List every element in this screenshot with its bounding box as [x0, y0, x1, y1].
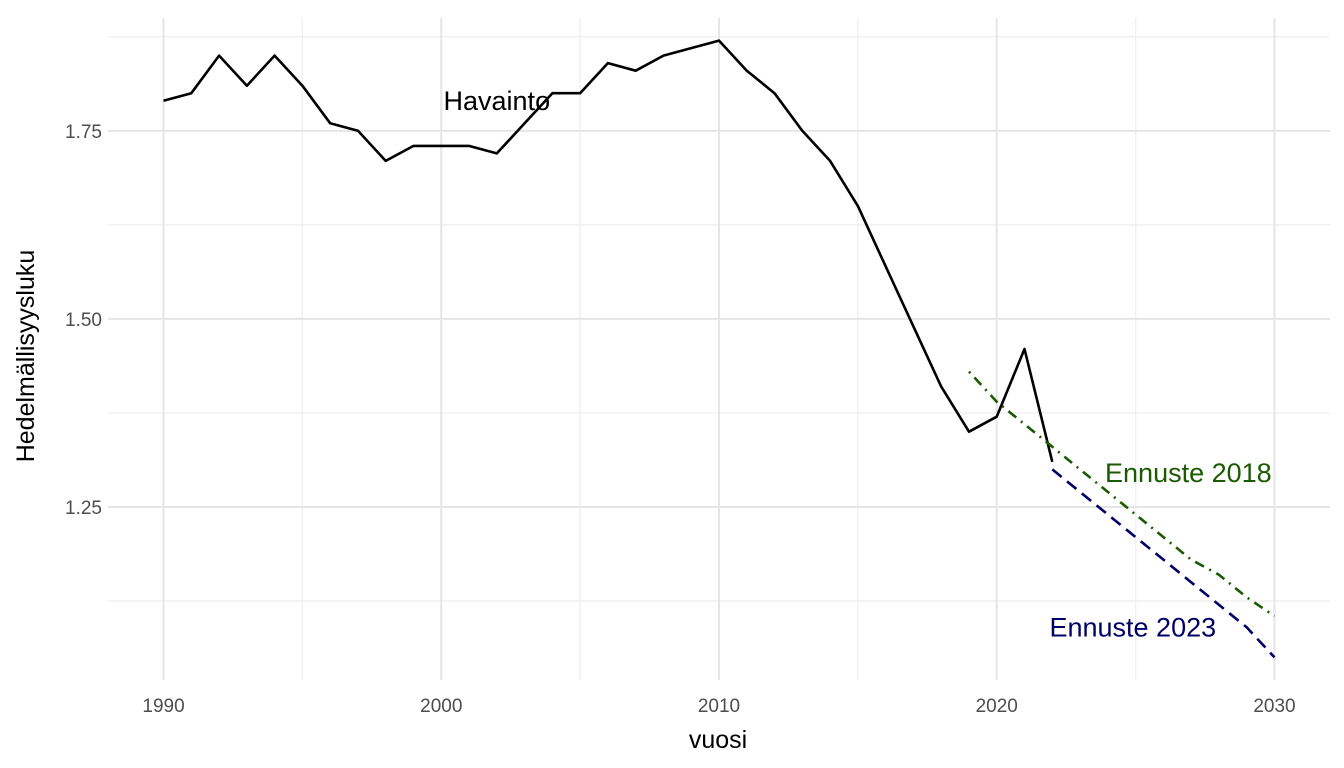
x-tick-label: 2000 — [420, 696, 462, 717]
x-tick-label: 2030 — [1253, 696, 1295, 717]
series-label: Havainto — [444, 86, 551, 116]
series-line-ennuste-2018 — [968, 370, 1276, 618]
x-axis-title: vuosi — [689, 726, 747, 754]
series-line-havainto — [163, 39, 1054, 463]
series-label: Ennuste 2018 — [1105, 458, 1272, 488]
y-tick-label: 1.75 — [65, 122, 102, 143]
series-label: Ennuste 2023 — [1049, 612, 1216, 642]
y-axis-title: Hedelmällisyysluku — [12, 250, 40, 463]
x-tick-label: 2010 — [698, 696, 740, 717]
x-tick-label: 2020 — [976, 696, 1018, 717]
y-tick-label: 1.50 — [65, 310, 102, 331]
y-tick-label: 1.25 — [65, 498, 102, 519]
series-layer — [163, 39, 1276, 659]
axes: 1990 2000 2010 2020 2030 1.25 1.50 1.75 — [65, 122, 1296, 717]
series-labels: Havainto Ennuste 2018 Ennuste 2023 — [444, 86, 1272, 643]
grid — [108, 18, 1330, 680]
series-line-ennuste-2023 — [1051, 468, 1276, 659]
x-tick-label: 1990 — [142, 696, 184, 717]
